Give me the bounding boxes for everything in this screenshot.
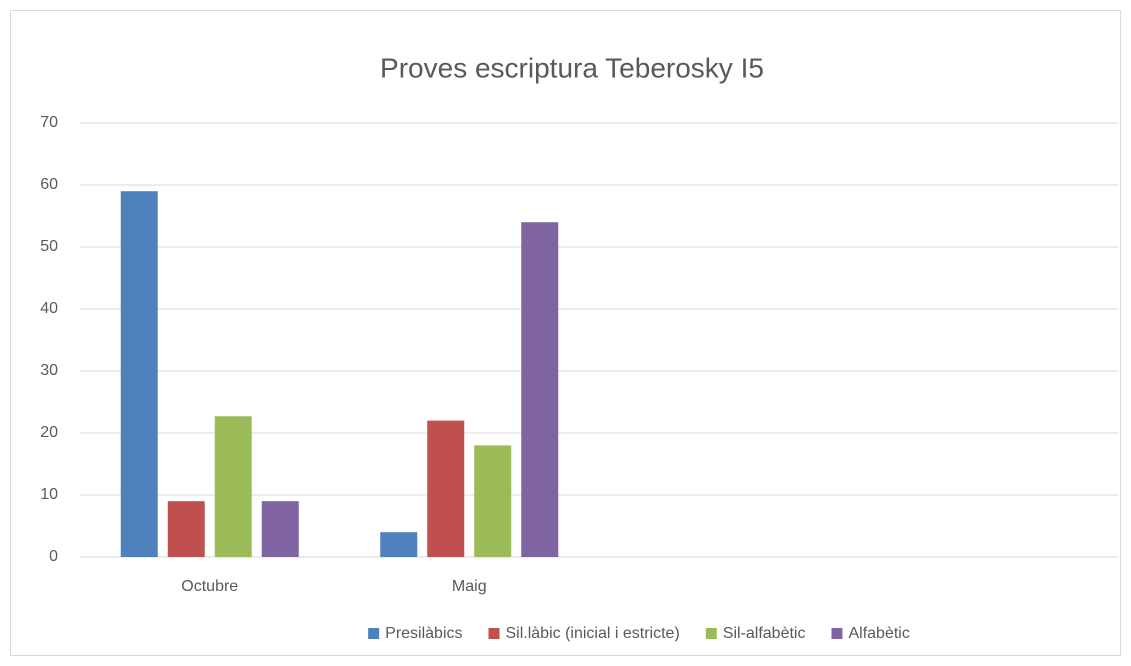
- legend-label: Alfabètic: [848, 625, 909, 642]
- bar: [120, 191, 158, 557]
- y-tick-label: 20: [40, 424, 58, 441]
- bar: [474, 445, 512, 557]
- chart-title: Proves escriptura Teberosky I5: [380, 52, 764, 83]
- legend-swatch: [705, 628, 717, 639]
- x-tick-label: Maig: [452, 578, 487, 595]
- y-tick-label: 50: [40, 238, 58, 255]
- legend-label: Sil.làbic (inicial i estricte): [506, 625, 680, 642]
- legend-swatch: [368, 628, 380, 639]
- legend-label: Presilàbics: [385, 625, 462, 642]
- legend-swatch: [831, 628, 843, 639]
- y-tick-label: 30: [40, 362, 58, 379]
- y-tick-label: 60: [40, 176, 58, 193]
- y-tick-label: 0: [49, 548, 58, 565]
- bar: [167, 501, 205, 557]
- y-tick-label: 10: [40, 486, 58, 503]
- legend-label: Sil-alfabètic: [723, 625, 806, 642]
- bar: [380, 532, 418, 557]
- bar: [214, 416, 252, 557]
- bar: [427, 420, 465, 557]
- bar: [521, 222, 559, 557]
- y-tick-label: 40: [40, 300, 58, 317]
- x-tick-label: Octubre: [181, 578, 238, 595]
- y-tick-label: 70: [40, 114, 58, 131]
- chart-border: [10, 10, 1121, 656]
- bar: [261, 501, 299, 557]
- legend-swatch: [488, 628, 500, 639]
